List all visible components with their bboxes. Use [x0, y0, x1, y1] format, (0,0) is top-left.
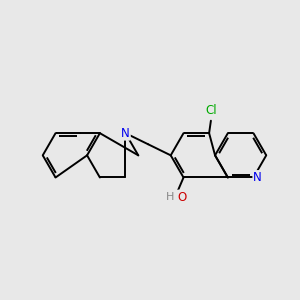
Text: O: O — [178, 190, 187, 204]
Text: N: N — [121, 127, 130, 140]
Text: H: H — [166, 192, 175, 202]
Text: N: N — [253, 171, 262, 184]
Text: Cl: Cl — [205, 103, 217, 117]
